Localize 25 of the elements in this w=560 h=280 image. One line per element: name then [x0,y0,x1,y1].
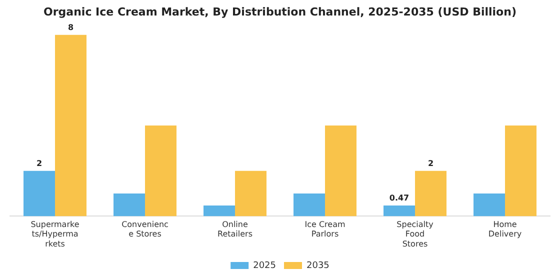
x-tick-label: Ice Cream Parlors [304,220,346,239]
bar [505,126,536,216]
data-label: 2 [36,158,42,168]
bar [145,126,176,216]
bar [294,194,325,216]
data-label: 0.47 [389,194,410,203]
bar [235,170,266,216]
x-tick-label: Online Retailers [218,220,252,239]
data-label: 2 [428,158,434,168]
bar [114,194,145,216]
bar [474,194,505,216]
bar [415,170,446,216]
x-tick-label: Supermarke ts/Hyperma rkets [30,220,80,248]
x-tick-label: Home Delivery [488,220,522,239]
bar [325,126,356,216]
bar [55,34,86,216]
legend-label: 2035 [306,260,330,271]
legend-label: 2025 [253,260,276,271]
x-tick-label: Convenienc e Stores [122,220,168,239]
chart-title: Organic Ice Cream Market, By Distribution Channel, 2025-2035 (USD Billion) [44,5,516,18]
bar [204,206,235,216]
x-tick-label: Specialty Food Stores [396,220,434,248]
data-label: 8 [68,22,74,32]
bar [24,170,55,216]
bar [384,206,415,216]
